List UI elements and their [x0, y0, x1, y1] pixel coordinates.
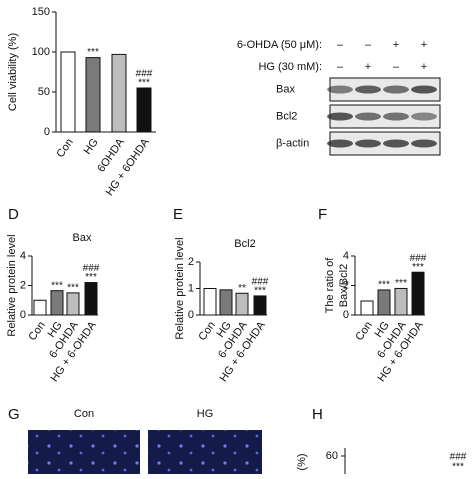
x-tick-label: Con — [54, 137, 75, 160]
chart-title: Bax — [73, 232, 92, 244]
y-tick-label: 2 — [188, 256, 194, 268]
y-tick-label: 150 — [32, 6, 50, 18]
band — [355, 85, 381, 94]
bar — [235, 292, 249, 316]
annotation: *** — [395, 278, 407, 289]
annotation: *** — [412, 262, 424, 273]
sign: + — [393, 39, 399, 51]
band — [411, 112, 437, 121]
annotation: ### — [450, 452, 467, 463]
bar — [111, 53, 127, 133]
bar — [203, 288, 217, 316]
bar — [60, 51, 76, 133]
annotation: *** — [138, 78, 150, 89]
micrograph — [148, 430, 262, 474]
y-tick-label: 4 — [343, 250, 349, 262]
y-axis-label: (%) — [296, 453, 308, 470]
y-tick-label: 2 — [343, 279, 349, 291]
band — [355, 139, 381, 148]
bar — [84, 282, 98, 316]
annotation: *** — [452, 462, 464, 473]
chart-title: Bcl2 — [234, 238, 255, 250]
y-tick-label: 100 — [32, 46, 50, 58]
y-tick-label: 1 — [188, 282, 194, 294]
sign: – — [337, 39, 344, 51]
band — [327, 139, 353, 148]
y-tick-label: 2 — [20, 279, 26, 291]
sign: + — [421, 39, 427, 51]
sign: + — [365, 61, 371, 73]
band — [383, 85, 409, 94]
annotation: ### — [136, 69, 153, 80]
sign: – — [337, 61, 344, 73]
condition-label: HG (30 mM): — [258, 61, 322, 73]
x-tick-label: HG — [82, 137, 101, 157]
annotation: ** — [238, 283, 246, 294]
band — [327, 112, 353, 121]
annotation: ### — [410, 253, 427, 264]
image-label: HG — [197, 408, 214, 420]
y-tick-label: 0 — [44, 126, 50, 138]
bar — [219, 289, 233, 316]
bar — [66, 292, 80, 316]
sign: – — [393, 61, 400, 73]
bar — [136, 87, 152, 133]
band — [327, 85, 353, 94]
y-tick-label: 0 — [188, 309, 194, 321]
y-tick-label: 4 — [20, 250, 26, 262]
band — [411, 139, 437, 148]
sign: + — [421, 61, 427, 73]
annotation: *** — [85, 272, 97, 283]
annotation: *** — [87, 47, 99, 58]
panel-letter: H — [312, 406, 323, 423]
annotation: *** — [254, 286, 266, 297]
y-axis-label: Bax/Bcl2 — [338, 264, 350, 307]
condition-label: 6-OHDA (50 μM): — [237, 39, 322, 51]
band — [383, 139, 409, 148]
bar — [360, 300, 374, 316]
y-tick-label: 0 — [20, 309, 26, 321]
y-axis-label: Cell viability (%) — [7, 33, 19, 111]
x-tick-label: Con — [353, 320, 374, 343]
annotation: ### — [83, 263, 100, 274]
band — [383, 112, 409, 121]
y-tick-label: 50 — [38, 86, 50, 98]
bar — [33, 299, 47, 316]
bar — [253, 295, 267, 316]
y-axis-label: Relative protein level — [6, 234, 18, 336]
sign: – — [365, 39, 372, 51]
image-label: Con — [74, 408, 94, 420]
annotation: *** — [67, 283, 79, 294]
band — [355, 112, 381, 121]
annotation: ### — [252, 277, 269, 288]
bar — [377, 289, 391, 316]
y-tick-label: 0 — [343, 309, 349, 321]
panel-letter: G — [8, 406, 20, 423]
row-label: Bcl2 — [276, 110, 297, 122]
band — [411, 85, 437, 94]
y-axis-label: The ratio of — [324, 257, 336, 314]
y-tick-label: 60 — [326, 450, 338, 462]
annotation: *** — [378, 280, 390, 291]
row-label: β-actin — [276, 137, 309, 149]
bar — [411, 271, 425, 316]
annotation: *** — [51, 280, 63, 291]
panel-letter: D — [8, 206, 19, 223]
panel-letter: F — [318, 206, 327, 223]
panel-letter: E — [173, 206, 183, 223]
row-label: Bax — [276, 83, 295, 95]
y-axis-label: Relative protein level — [174, 237, 186, 339]
x-tick-label: Con — [26, 320, 47, 343]
bar — [85, 57, 101, 133]
micrograph — [28, 430, 140, 474]
bar — [50, 290, 64, 316]
bar — [394, 287, 408, 316]
